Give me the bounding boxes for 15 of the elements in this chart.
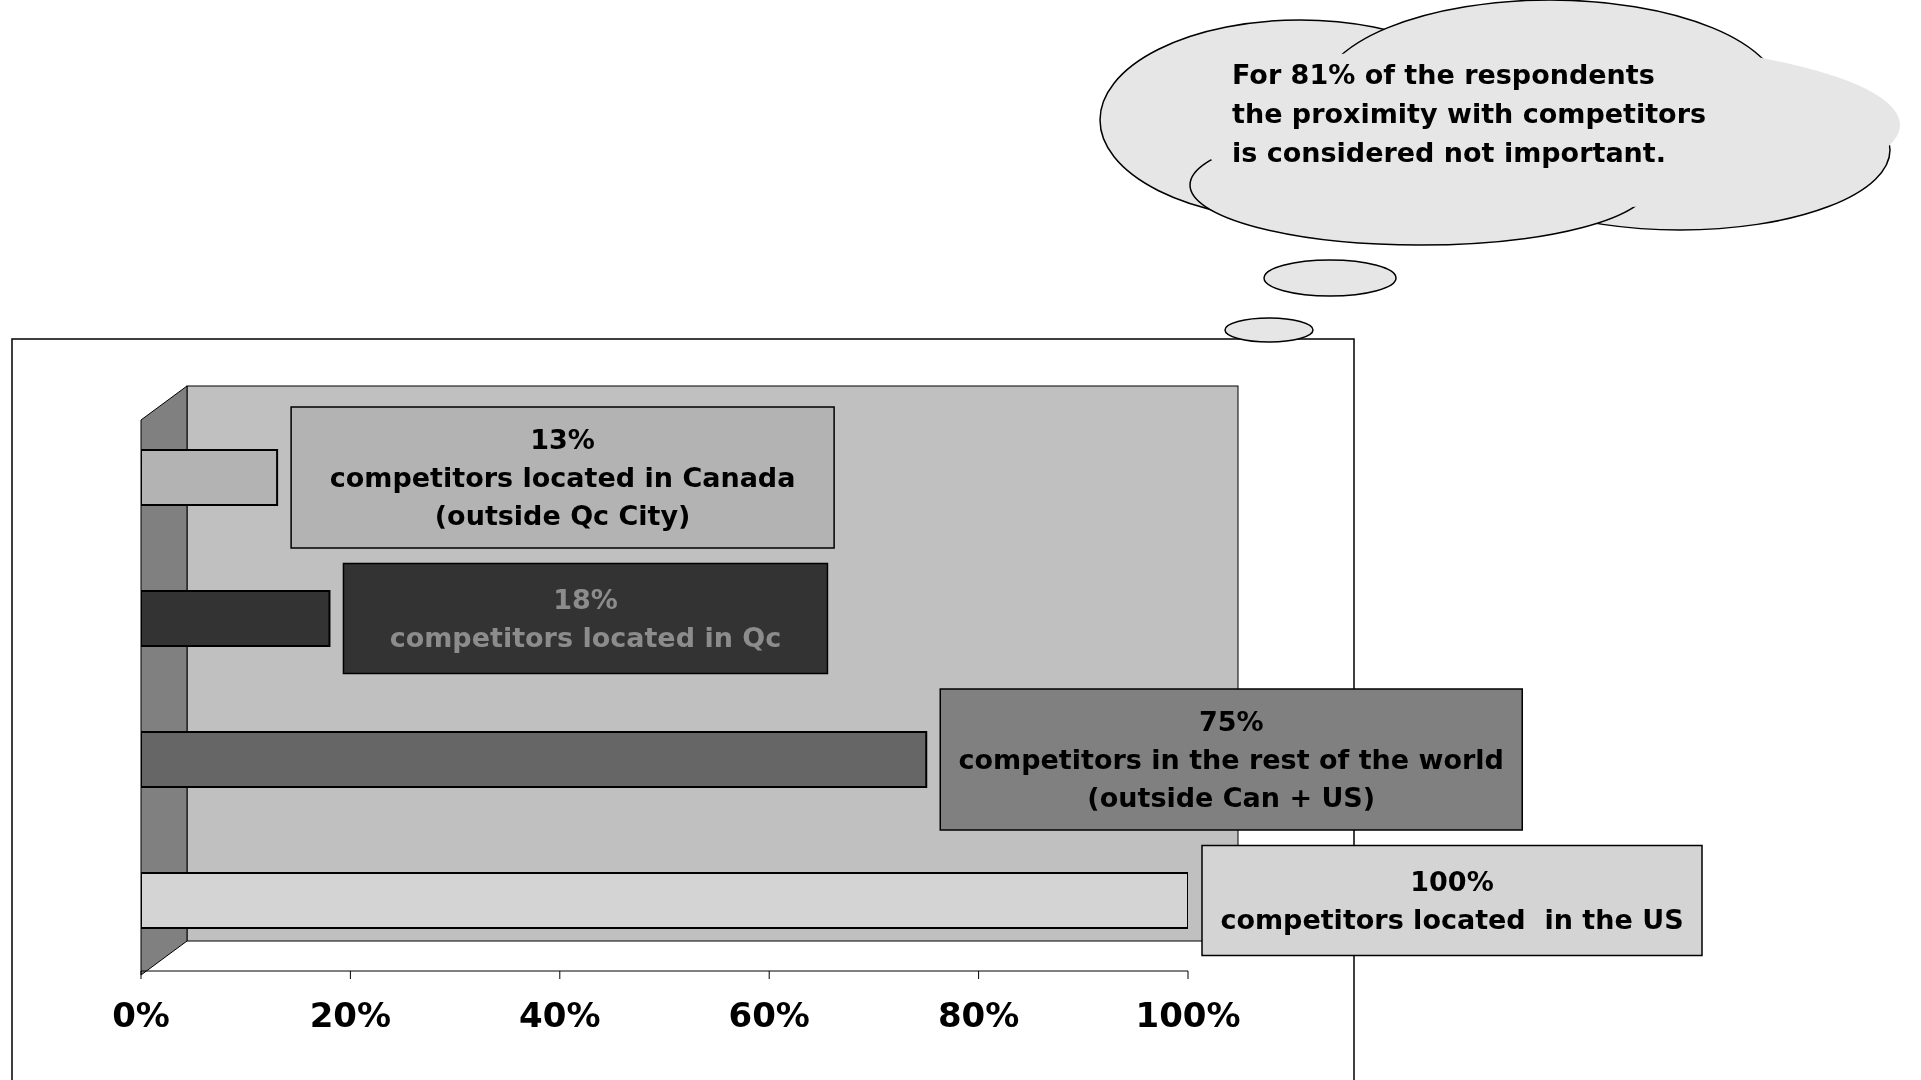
x-tick-label: 0% xyxy=(112,995,170,1036)
x-tick-label: 40% xyxy=(519,995,601,1036)
bar xyxy=(141,731,928,788)
x-tick-label: 100% xyxy=(1135,995,1241,1036)
x-tick-label: 80% xyxy=(937,995,1020,1036)
data-label: 75% competitors in the rest of the world (outside Can + US) xyxy=(958,706,1504,813)
bar xyxy=(141,590,331,647)
bar xyxy=(141,872,1188,929)
data-label: 18% competitors located in Qc xyxy=(389,584,782,653)
x-tick-label: 20% xyxy=(309,995,392,1036)
text: For 81% of the respondents the proximity with competitors is considered not important. xyxy=(1232,59,1707,168)
data-label: 100% competitors located in the US xyxy=(1220,866,1684,935)
x-tick-label: 60% xyxy=(728,995,810,1036)
bar xyxy=(141,449,279,506)
data-label: 13% competitors located in Canada (outside Qc City) xyxy=(329,424,796,531)
